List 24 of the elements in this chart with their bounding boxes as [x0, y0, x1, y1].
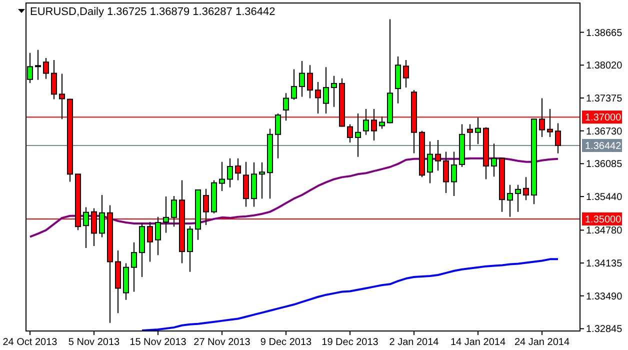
y-tick-label: 1.36085 — [586, 159, 623, 170]
y-tick-label: 1.38665 — [586, 28, 623, 39]
y-tick-label: 1.34780 — [586, 226, 623, 237]
line-series — [141, 258, 559, 332]
x-tick-label: 9 Dec 2013 — [260, 337, 312, 348]
y-tick-label: 1.36730 — [586, 126, 623, 138]
ref-line-label: 1.37000 — [585, 112, 622, 124]
y-tick-label: 1.38020 — [586, 60, 623, 72]
chart-title: EURUSD,Daily 1.36725 1.36879 1.36287 1.36442 — [30, 6, 276, 18]
x-tick-label: 24 Oct 2013 — [2, 337, 58, 348]
ref-line-label: 1.35000 — [585, 214, 622, 226]
x-tick-label: 24 Jan 2014 — [514, 337, 570, 348]
x-tick-label: 27 Nov 2013 — [194, 337, 251, 348]
ref-line-label: 1.36442 — [585, 141, 622, 152]
y-tick-label: 1.37375 — [586, 93, 623, 104]
x-tick-label: 15 Nov 2013 — [130, 337, 187, 348]
x-tick-label: 19 Dec 2013 — [322, 337, 379, 348]
y-tick-label: 1.32845 — [586, 324, 623, 336]
y-tick-label: 1.34135 — [586, 258, 623, 270]
x-tick-label: 2 Jan 2014 — [389, 337, 440, 348]
x-tick-label: 14 Jan 2014 — [450, 337, 506, 348]
x-tick-label: 5 Nov 2013 — [68, 337, 120, 348]
y-tick-label: 1.33490 — [586, 291, 623, 302]
y-tick-label: 1.35440 — [586, 192, 623, 204]
